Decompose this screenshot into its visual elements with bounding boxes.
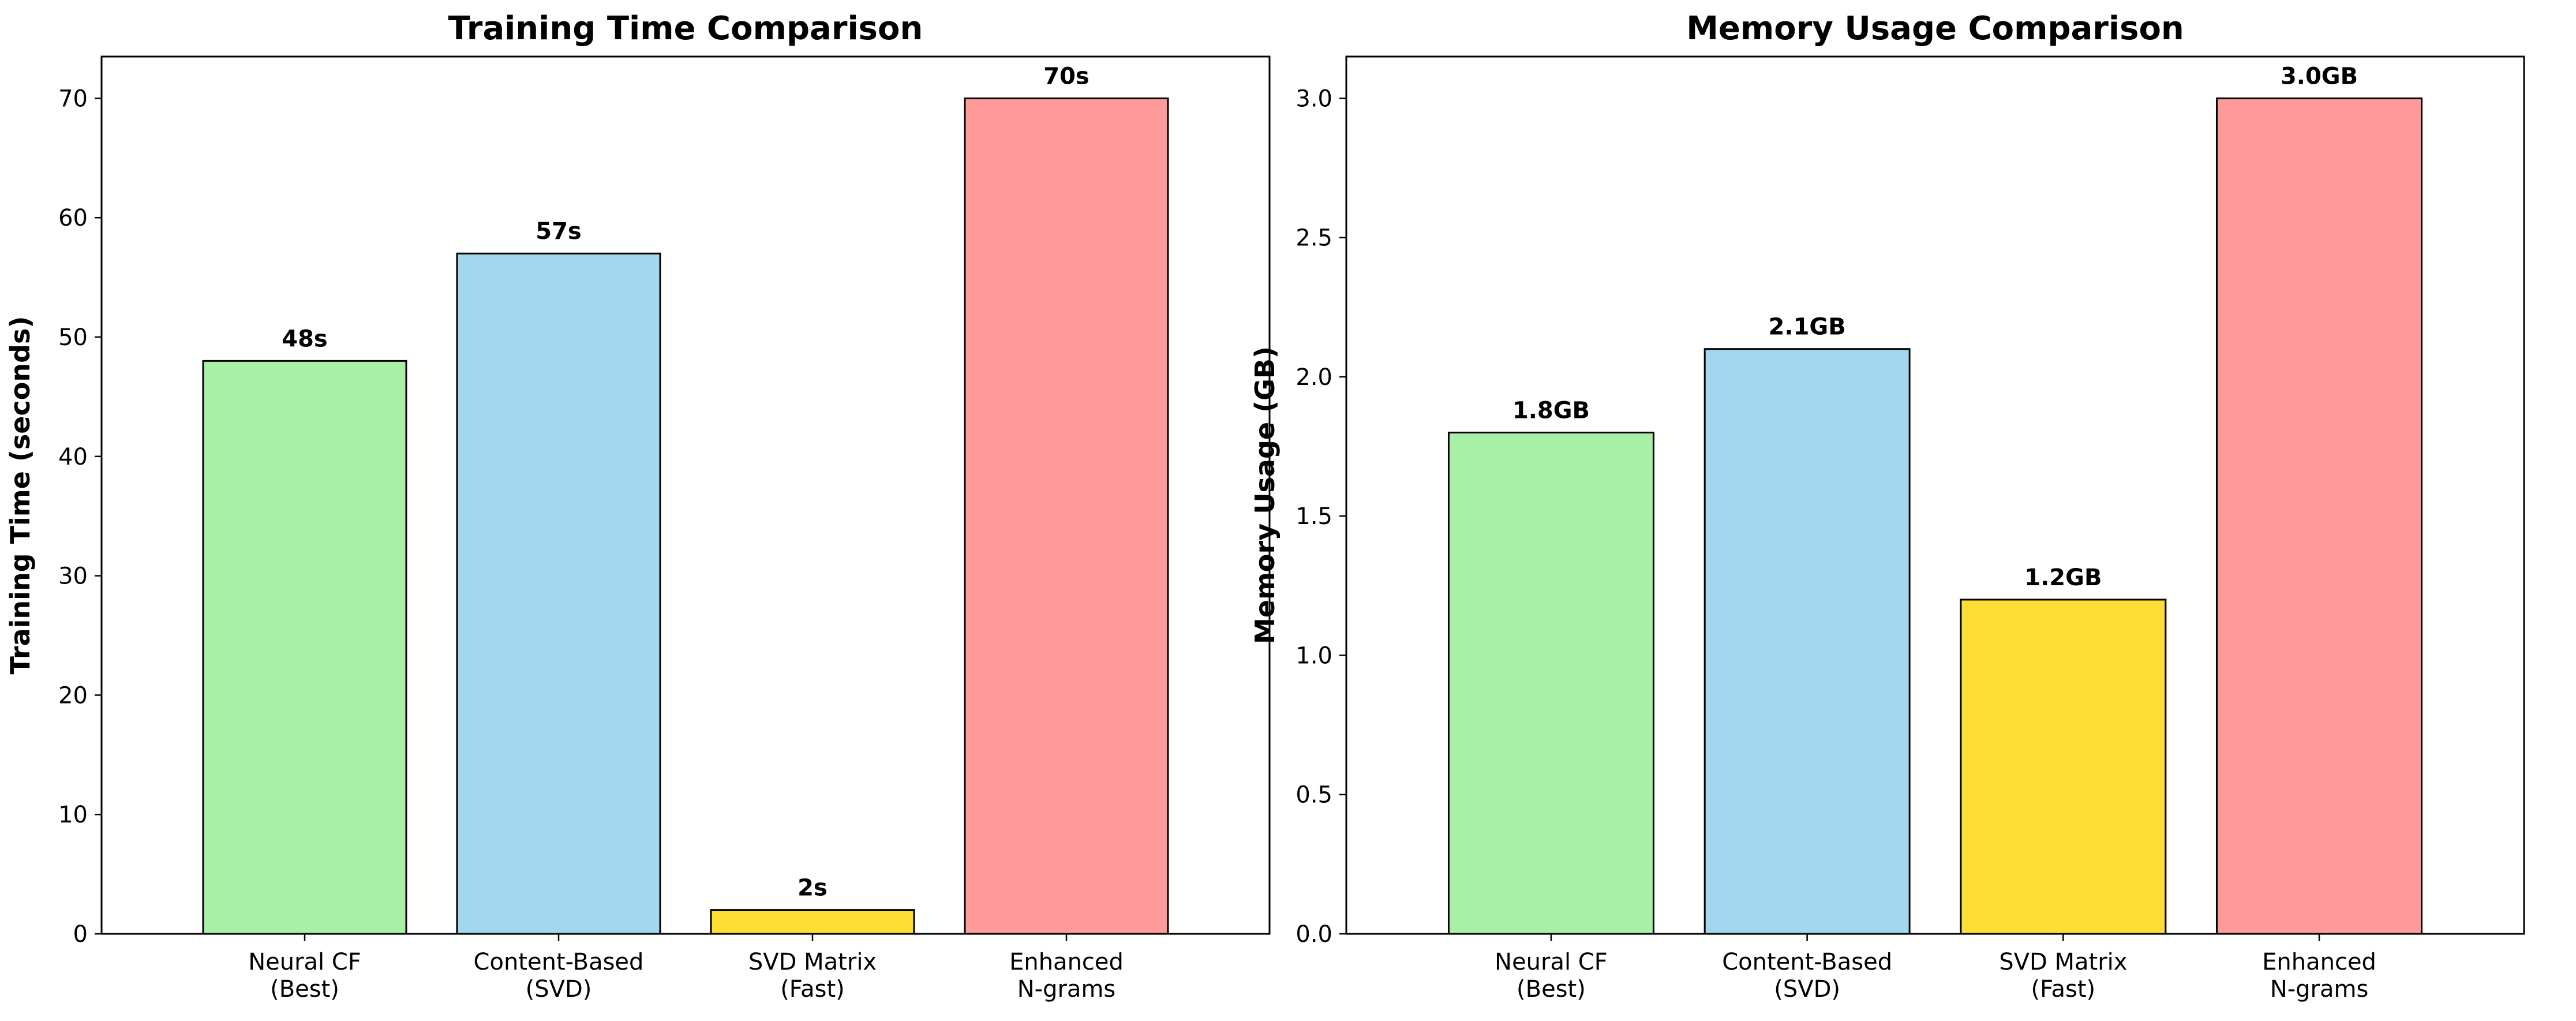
x-tick-label: SVD Matrix (Fast)	[1999, 949, 2127, 1003]
y-tick-label: 3.0	[1296, 85, 1332, 112]
y-tick-label: 0	[73, 921, 88, 948]
y-tick-label: 40	[58, 444, 88, 470]
bar-value-label: 48s	[282, 326, 327, 352]
training-time-chart: Training Time Comparison Training Time (…	[5, 10, 1271, 1003]
bar	[710, 909, 915, 935]
x-tick-label: Enhanced N-grams	[2262, 949, 2376, 1003]
x-tick-label: Neural CF (Best)	[248, 949, 361, 1003]
bar-value-label: 70s	[1043, 63, 1089, 89]
y-tick-label: 70	[58, 85, 88, 112]
bar	[1703, 348, 1911, 935]
chart-marks: 1.8GB Neural CF (Best) 2.1GB Content-Based (S…	[1296, 55, 2525, 1003]
bar-value-label: 3.0GB	[2281, 63, 2358, 89]
bar-value-label: 57s	[536, 218, 581, 245]
x-tick-label: Content-Based (SVD)	[1722, 949, 1892, 1003]
y-axis-label: Training Time (seconds)	[5, 316, 36, 675]
bar-value-label: 2.1GB	[1769, 314, 1846, 341]
y-tick-label: 50	[58, 324, 88, 351]
y-axis-label: Memory Usage (GB)	[1249, 346, 1280, 644]
y-tick-label: 0.5	[1296, 782, 1332, 809]
plot-frame	[1345, 55, 2525, 935]
x-tick-label: Enhanced N-grams	[1009, 949, 1124, 1003]
bar	[456, 252, 661, 935]
y-tick-label: 1.0	[1296, 642, 1332, 669]
chart-title: Training Time Comparison	[448, 10, 923, 47]
y-tick-label: 1.5	[1296, 503, 1332, 530]
y-tick-label: 2.0	[1296, 364, 1332, 391]
bar	[2216, 97, 2423, 935]
chart-title: Memory Usage Comparison	[1686, 10, 2184, 47]
bar	[1960, 599, 2167, 935]
x-tick-label: SVD Matrix (Fast)	[748, 949, 877, 1003]
bar-value-label: 1.8GB	[1512, 397, 1590, 424]
y-tick-label: 20	[58, 682, 88, 709]
memory-usage-chart: Memory Usage Comparison Memory Usage (GB…	[1249, 10, 2525, 1003]
y-tick-label: 2.5	[1296, 225, 1332, 252]
bar-value-label: 1.2GB	[2024, 564, 2102, 591]
y-tick-label: 10	[58, 802, 88, 828]
x-tick-label: Content-Based (SVD)	[474, 949, 644, 1003]
chart-marks: 48s Neural CF (Best) 57s Content-Based (SVD) 2…	[58, 55, 1271, 1003]
y-tick-label: 60	[58, 205, 88, 231]
x-tick-label: Neural CF (Best)	[1495, 949, 1608, 1003]
y-tick-label: 0.0	[1296, 921, 1332, 948]
bar	[1447, 431, 1654, 935]
bar-value-label: 2s	[797, 875, 828, 902]
bar	[202, 360, 407, 935]
y-tick-label: 30	[58, 563, 88, 590]
plot-frame	[100, 55, 1271, 935]
bar	[964, 97, 1169, 935]
